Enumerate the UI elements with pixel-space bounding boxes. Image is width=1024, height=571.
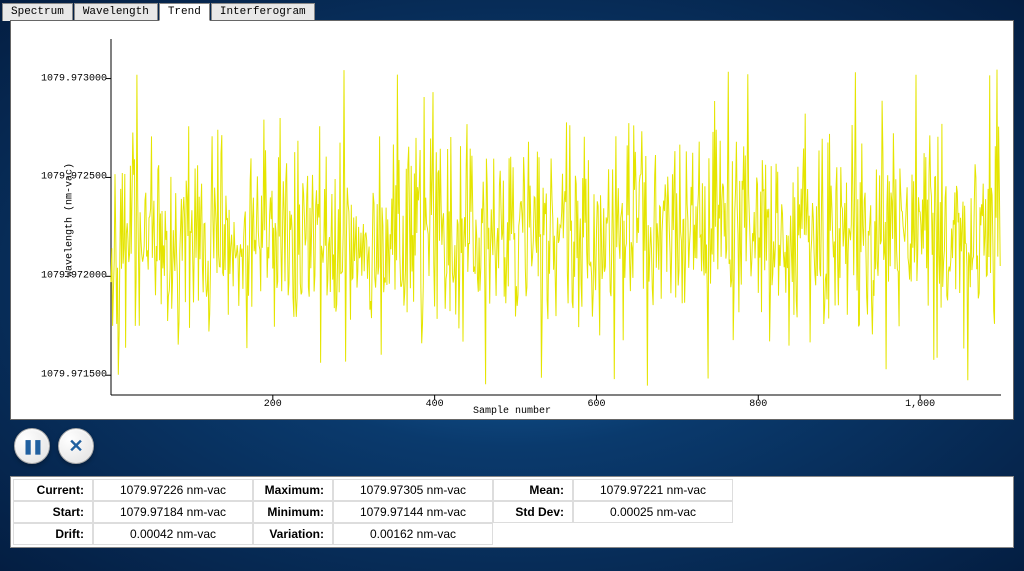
stat-label (493, 523, 573, 545)
tab-wavelength[interactable]: Wavelength (74, 3, 158, 21)
trend-chart (11, 21, 1011, 419)
x-tick-label: 1,000 (905, 399, 935, 410)
tab-spectrum[interactable]: Spectrum (2, 3, 73, 21)
tab-strip: SpectrumWavelengthTrendInterferogram (0, 0, 1024, 20)
tab-interferogram[interactable]: Interferogram (211, 3, 315, 21)
chart-controls: ❚❚ ✕ (0, 420, 1024, 472)
stats-panel: Current:1079.97226 nm-vacMaximum:1079.97… (10, 476, 1014, 548)
y-tick-label: 1079.971500 (41, 370, 107, 381)
stat-value: 1079.97305 nm-vac (333, 479, 493, 501)
stat-label: Std Dev: (493, 501, 573, 523)
stat-label: Minimum: (253, 501, 333, 523)
y-tick-label: 1079.972000 (41, 271, 107, 282)
y-tick-label: 1079.972500 (41, 172, 107, 183)
x-tick-label: 800 (749, 399, 767, 410)
x-tick-label: 600 (587, 399, 605, 410)
stat-value: 0.00162 nm-vac (333, 523, 493, 545)
x-tick-label: 200 (264, 399, 282, 410)
stat-value: 1079.97184 nm-vac (93, 501, 253, 523)
x-axis-label: Sample number (473, 406, 551, 417)
pause-button[interactable]: ❚❚ (14, 428, 50, 464)
stat-value: 1079.97144 nm-vac (333, 501, 493, 523)
tab-trend[interactable]: Trend (159, 3, 210, 21)
stat-value: 0.00025 nm-vac (573, 501, 733, 523)
stat-label: Current: (13, 479, 93, 501)
stat-value: 1079.97226 nm-vac (93, 479, 253, 501)
stat-value (573, 523, 733, 545)
stats-grid: Current:1079.97226 nm-vacMaximum:1079.97… (13, 479, 1011, 545)
stat-label: Drift: (13, 523, 93, 545)
trend-chart-panel: Wavelength (nm-vac) Sample number 1079.9… (10, 20, 1014, 420)
stat-label: Start: (13, 501, 93, 523)
stat-label: Maximum: (253, 479, 333, 501)
stat-label: Variation: (253, 523, 333, 545)
stat-value: 1079.97221 nm-vac (573, 479, 733, 501)
reset-button[interactable]: ✕ (58, 428, 94, 464)
stat-value: 0.00042 nm-vac (93, 523, 253, 545)
stat-label: Mean: (493, 479, 573, 501)
x-tick-label: 400 (426, 399, 444, 410)
y-tick-label: 1079.973000 (41, 73, 107, 84)
